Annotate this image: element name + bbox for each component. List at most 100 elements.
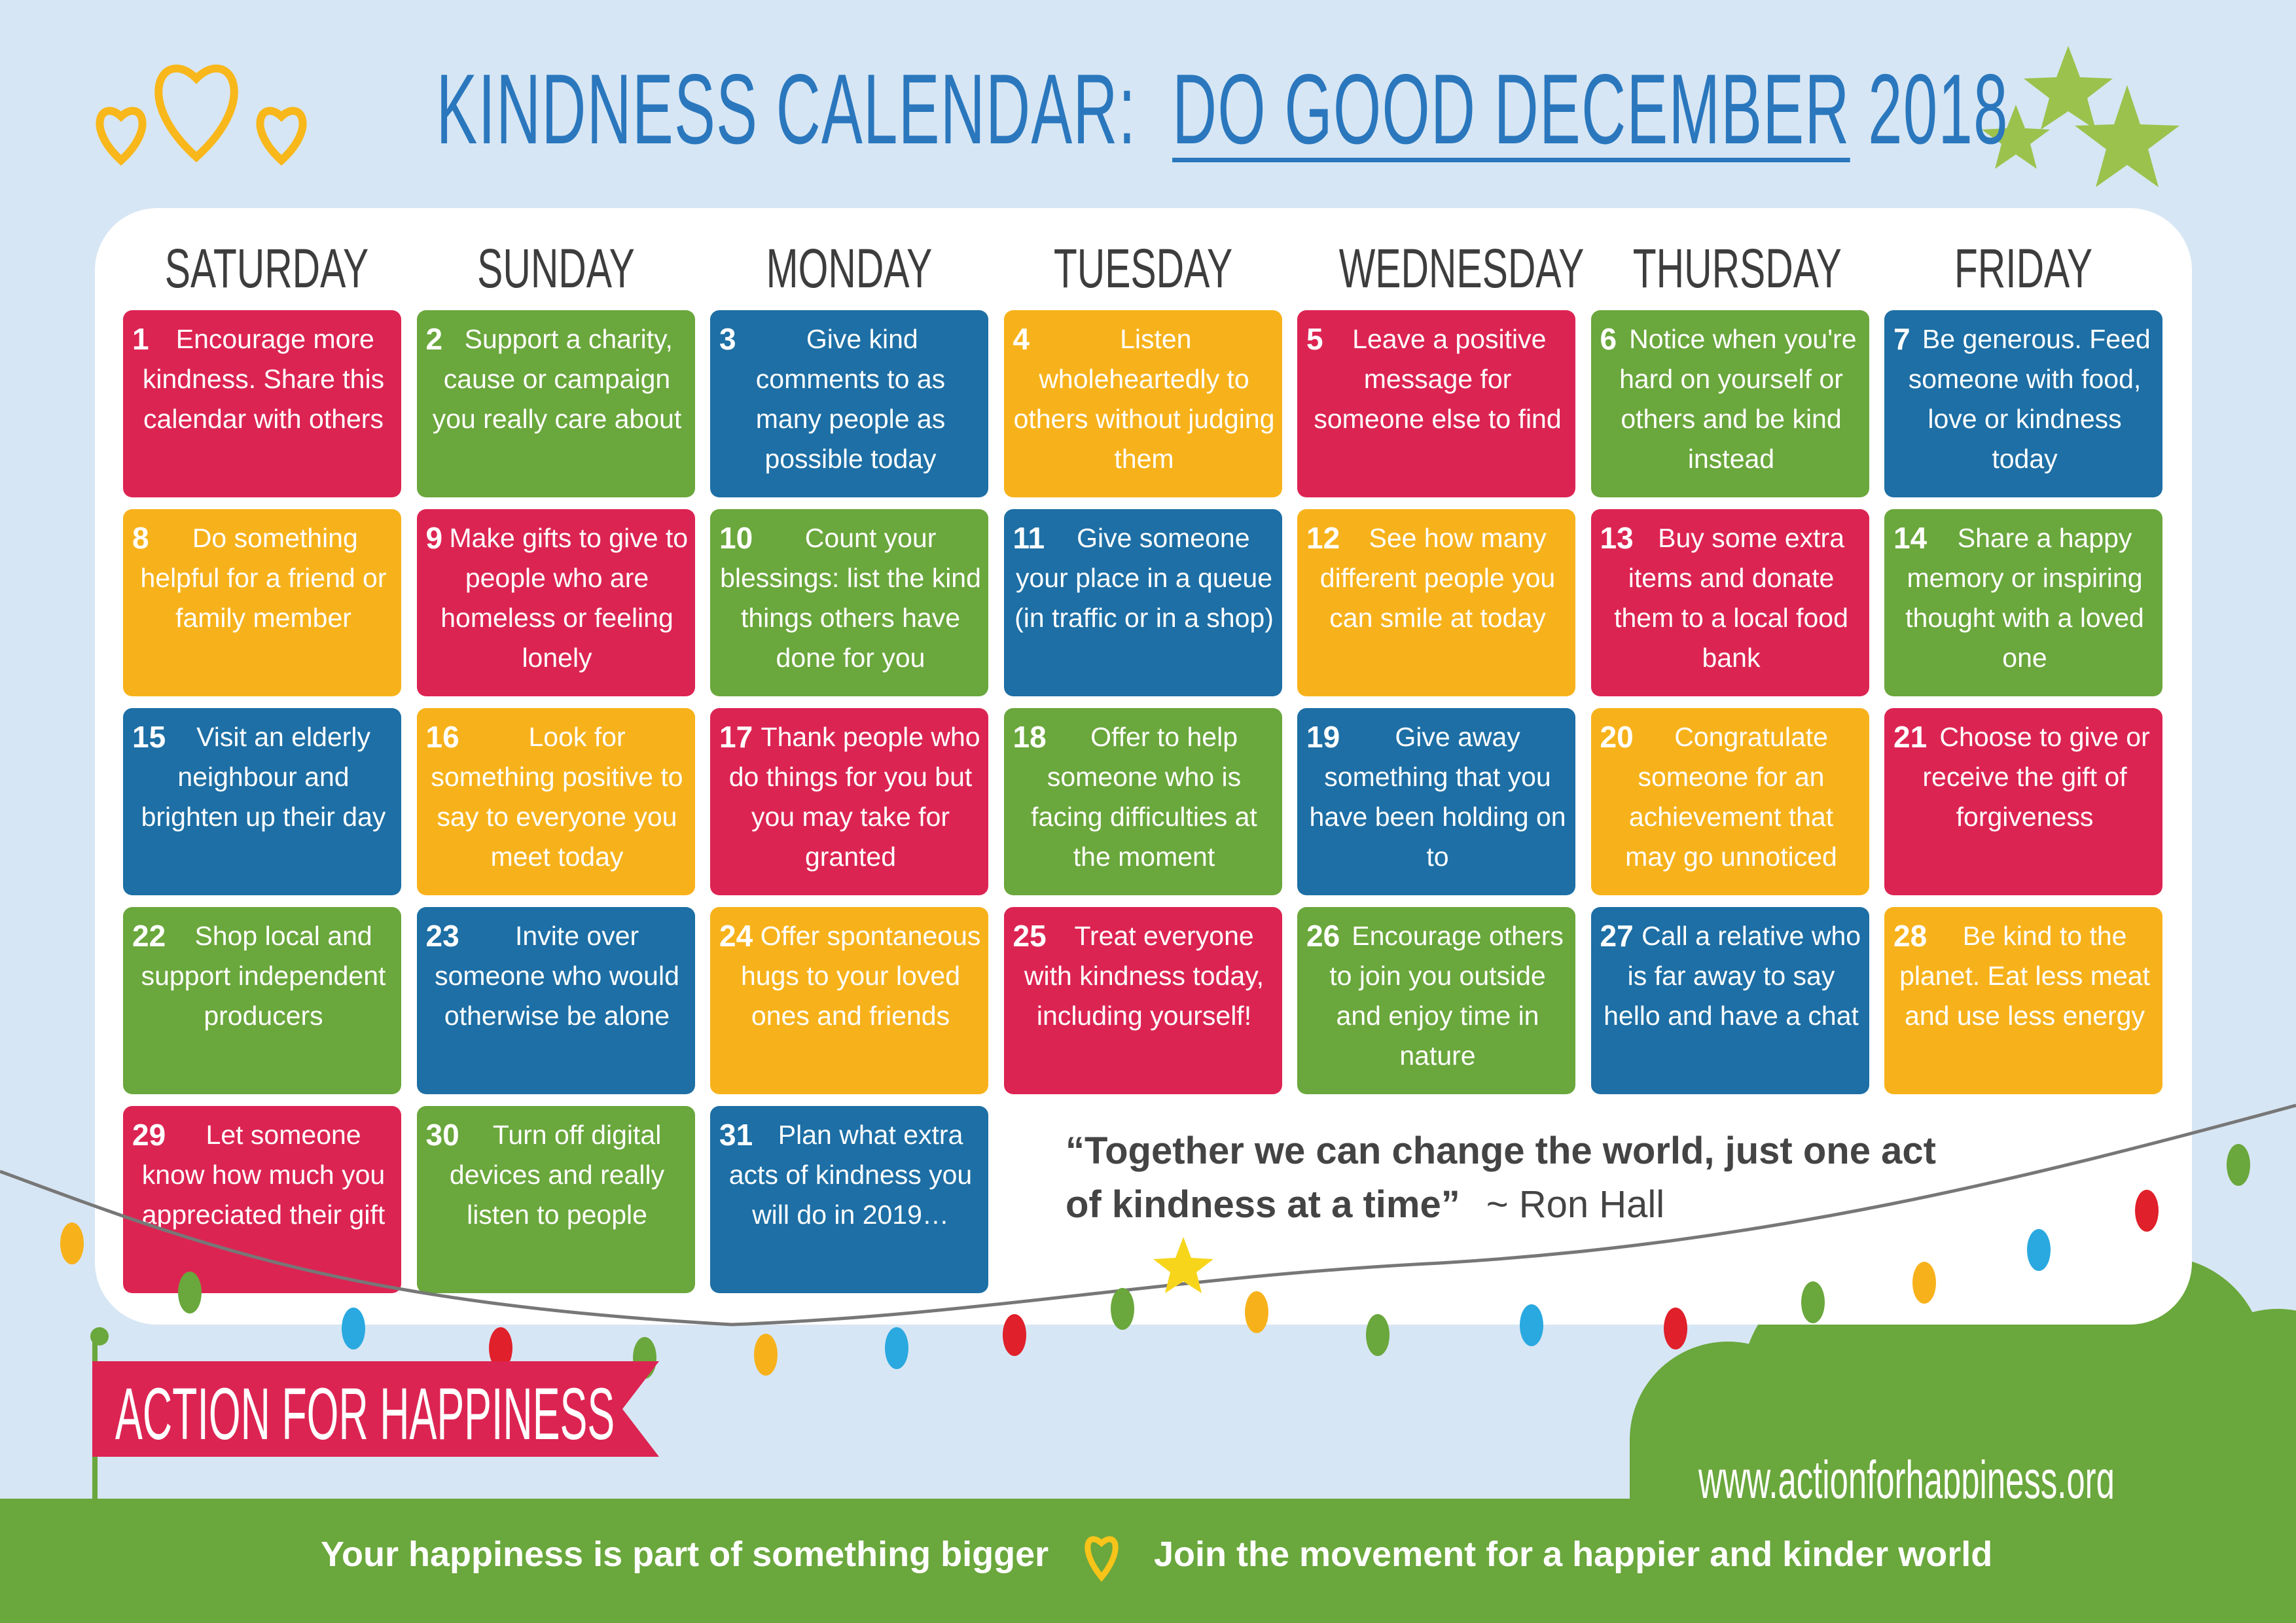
- day-text: Be generous. Feed someone with food, lov…: [1908, 324, 2151, 474]
- stars: [1982, 46, 2179, 187]
- heart: [1085, 1536, 1119, 1582]
- bulb: [1111, 1288, 1134, 1330]
- bulb: [342, 1308, 365, 1349]
- bulb: [1801, 1281, 1825, 1323]
- day-number: 18: [1013, 720, 1047, 754]
- day-number: 7: [1893, 322, 1910, 356]
- day-text: Plan what extra acts of kindness you wil…: [728, 1120, 973, 1230]
- heart: [256, 107, 307, 166]
- day-cell: 16 Look for something positive to say to …: [416, 708, 695, 895]
- day-number: 12: [1306, 521, 1340, 555]
- heart: [154, 64, 238, 163]
- day-text: Thank people who do things for you but y…: [728, 722, 980, 872]
- day-number: 26: [1306, 919, 1340, 953]
- day-number: 9: [425, 521, 443, 555]
- day-number: 11: [1013, 521, 1045, 555]
- banner-text: ACTION FOR HAPPINESS: [115, 1373, 615, 1455]
- hill: [1630, 1257, 2296, 1538]
- title: KINDNESS CALENDAR: DO GOOD DECEMBER 2018: [436, 52, 2008, 167]
- day-number: 1: [132, 322, 149, 356]
- day-number: 21: [1893, 720, 1928, 754]
- day-number: 14: [1893, 521, 1928, 555]
- day-text: Let someone know how much you appreciate…: [141, 1120, 386, 1230]
- day-text: Choose to give or receive the gift of fo…: [1922, 722, 2150, 832]
- day-text: Encourage more kindness. Share this cale…: [142, 324, 385, 434]
- star-light: [1153, 1237, 1213, 1293]
- day-cell: 4 Listen wholeheartedly to others without…: [1003, 310, 1282, 497]
- day-cell: 24 Offer spontaneous hugs to your loved o…: [710, 907, 988, 1094]
- day-text: Be kind to the planet. Eat less meat and…: [1899, 921, 2150, 1031]
- bulb: [2135, 1190, 2159, 1232]
- day-number: 25: [1013, 919, 1047, 953]
- day-cell: 21 Choose to give or receive the gift of …: [1884, 708, 2162, 895]
- day-cell: 9 Make gifts to give to people who are ho…: [416, 509, 695, 696]
- day-cell: 14 Share a happy memory or inspiring thou…: [1884, 509, 2162, 696]
- bulb: [1366, 1314, 1390, 1356]
- weekday: FRIDAY: [1954, 238, 2093, 299]
- day-text: Give away something that you have been h…: [1309, 722, 1566, 872]
- bulb: [1912, 1262, 1936, 1304]
- title-text: KINDNESS CALENDAR:: [436, 54, 1137, 165]
- star: [2024, 46, 2113, 130]
- day-cell: 11 Give someone your place in a queue (in…: [1003, 509, 1282, 696]
- footer-left: Your happiness is part of something bigg…: [321, 1535, 1049, 1574]
- bulb: [885, 1327, 908, 1369]
- day-cell: 17 Thank people who do things for you but…: [710, 708, 988, 895]
- weekday: SATURDAY: [164, 238, 369, 299]
- quote: “Together we can change the world, just …: [1066, 1124, 1975, 1232]
- day-number: 31: [719, 1118, 753, 1152]
- weekday: THURSDAY: [1632, 238, 1842, 299]
- day-cell: 1 Encourage more kindness. Share this cal…: [123, 310, 401, 497]
- day-text: Offer to help someone who is facing diff…: [1031, 722, 1257, 872]
- weekday: TUESDAY: [1053, 238, 1232, 299]
- day-number: 8: [132, 521, 149, 555]
- day-text: Turn off digital devices and really list…: [449, 1120, 665, 1230]
- day-number: 20: [1600, 720, 1634, 754]
- heart: [96, 107, 147, 166]
- day-cell: 6 Notice when you're hard on yourself or …: [1590, 310, 1869, 497]
- day-text: Buy some extra items and donate them to …: [1614, 523, 1848, 673]
- day-text: Support a charity, cause or campaign you…: [432, 324, 682, 434]
- bulb: [489, 1327, 512, 1369]
- bulb: [60, 1222, 84, 1264]
- day-cell: 25 Treat everyone with kindness today, in…: [1003, 907, 1282, 1094]
- day-text: Leave a positive message for someone els…: [1314, 324, 1562, 434]
- weekday: SUNDAY: [476, 238, 635, 299]
- day-number: 30: [425, 1118, 459, 1152]
- light-string: [0, 1103, 2296, 1327]
- day-text: Shop local and support independent produ…: [141, 921, 386, 1031]
- day-cell: 31 Plan what extra acts of kindness you w…: [710, 1106, 988, 1293]
- bulb: [1003, 1314, 1026, 1356]
- day-cell: 15 Visit an elderly neighbour and brighte…: [123, 708, 401, 895]
- day-cell: 5 Leave a positive message for someone el…: [1297, 310, 1575, 497]
- day-cell: 26 Encourage others to join you outside a…: [1297, 907, 1575, 1094]
- day-text: Do something helpful for a friend or fam…: [140, 523, 387, 633]
- day-text: Offer spontaneous hugs to your loved one…: [740, 921, 981, 1031]
- day-text: Encourage others to join you outside and…: [1329, 921, 1564, 1071]
- day-cell: 30 Turn off digital devices and really li…: [416, 1106, 695, 1293]
- day-text: Invite over someone who would otherwise …: [435, 921, 679, 1031]
- bulbs: [60, 1144, 2250, 1379]
- day-text: Make gifts to give to people who are hom…: [440, 523, 689, 673]
- day-cell: 20 Congratulate someone for an achievemen…: [1590, 708, 1869, 895]
- day-cell: 18 Offer to help someone who is facing di…: [1003, 708, 1282, 895]
- day-number: 22: [132, 919, 166, 953]
- hearts: [96, 64, 307, 166]
- quote-author: ~ Ron Hall: [1486, 1183, 1665, 1226]
- day-cell: 8 Do something helpful for a friend or fa…: [123, 509, 401, 696]
- day-cell: 10 Count your blessings: list the kind th…: [710, 509, 988, 696]
- lights: [0, 1103, 2296, 1379]
- day-text: Count your blessings: list the kind thin…: [720, 523, 981, 673]
- weekday: MONDAY: [766, 238, 933, 299]
- day-cell: 23 Invite over someone who would otherwis…: [416, 907, 695, 1094]
- day-number: 3: [719, 322, 736, 356]
- day-number: 29: [132, 1118, 166, 1152]
- day-number: 4: [1013, 322, 1030, 356]
- day-text: Call a relative who is far away to say h…: [1604, 921, 1861, 1031]
- day-text: Notice when you're hard on yourself or o…: [1619, 324, 1857, 474]
- bulb: [1520, 1304, 1543, 1346]
- day-text: Share a happy memory or inspiring though…: [1905, 523, 2144, 673]
- day-text: Visit an elderly neighbour and brighten …: [141, 722, 386, 832]
- banner-shape: [92, 1361, 659, 1457]
